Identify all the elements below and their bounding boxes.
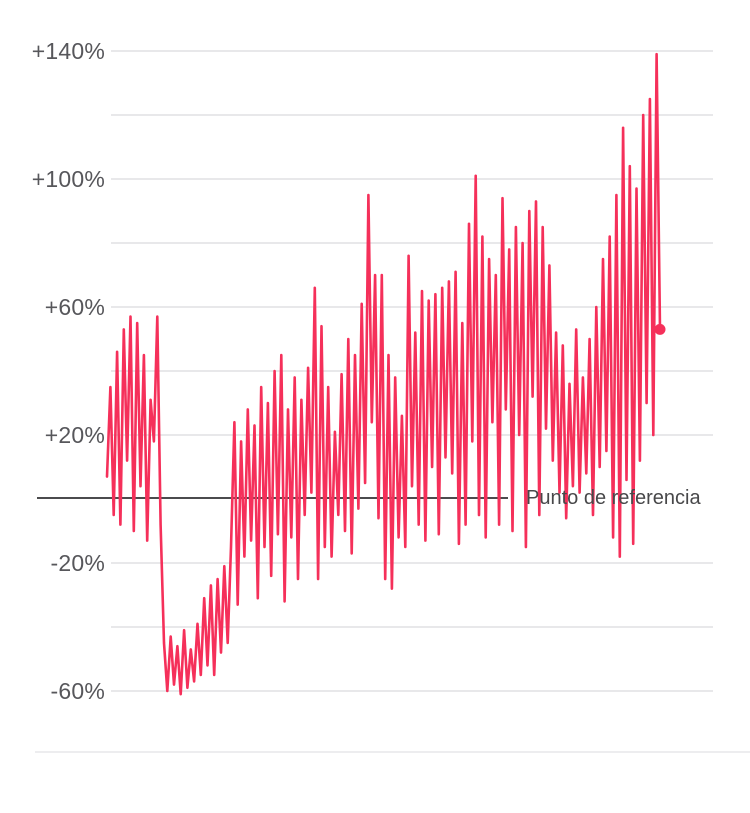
gridline — [111, 370, 713, 372]
bottom-separator — [35, 751, 750, 753]
latest-point-dot — [654, 323, 666, 335]
gridline — [111, 50, 713, 52]
gridline — [111, 626, 713, 628]
y-axis-tick-label: +100% — [31, 166, 105, 192]
gridline — [111, 562, 713, 564]
data-series-line — [105, 52, 662, 696]
gridline — [111, 690, 713, 692]
reference-line-label: Punto de referencia — [526, 487, 701, 509]
gridline — [111, 242, 713, 244]
y-axis-tick-label: +20% — [44, 422, 105, 448]
y-axis-tick-label: +140% — [31, 38, 105, 64]
gridline — [111, 306, 713, 308]
gridline — [111, 178, 713, 180]
gridline — [111, 114, 713, 116]
y-axis-tick-label: -20% — [50, 550, 105, 576]
y-axis-tick-label: +60% — [44, 294, 105, 320]
y-axis-tick-label: -60% — [50, 678, 105, 704]
